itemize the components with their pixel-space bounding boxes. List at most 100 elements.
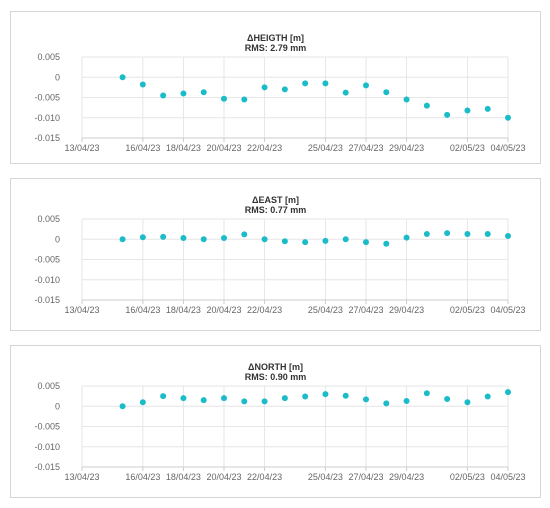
data-point [281, 86, 288, 93]
data-point [180, 90, 187, 97]
x-tick-label: 27/04/23 [348, 472, 383, 482]
data-point [160, 233, 167, 240]
y-tick-label: -0.005 [34, 422, 60, 432]
x-tick-label: 02/05/23 [450, 143, 485, 153]
x-tick-label: 13/04/23 [64, 305, 99, 315]
y-tick-label: 0.005 [37, 52, 60, 62]
data-point [221, 395, 227, 402]
y-tick-label: 0 [55, 72, 60, 82]
data-point [423, 230, 430, 237]
data-point [464, 399, 471, 406]
x-tick-label: 25/04/23 [308, 143, 343, 153]
data-point [119, 236, 126, 243]
data-point [302, 393, 309, 400]
data-point [505, 389, 511, 396]
data-point [342, 89, 349, 96]
x-tick-label: 02/05/23 [450, 472, 485, 482]
chart-plot-height: 0.005 0 -0.005 -0.010 -0.015 13/04/23 16/04/23… [34, 52, 525, 153]
x-tick-label: 27/04/23 [348, 305, 383, 315]
x-tick-label: 18/04/23 [166, 143, 201, 153]
chart-title: ΔEAST [m] [252, 195, 299, 205]
data-point [423, 102, 430, 109]
data-point [322, 237, 329, 244]
chart-title: ΔNORTH [m] [248, 362, 303, 372]
x-tick-label: 04/05/23 [490, 305, 525, 315]
data-point [302, 80, 309, 87]
x-tick-label: 16/04/23 [125, 472, 160, 482]
y-tick-label: 0.005 [37, 214, 60, 224]
data-point [241, 398, 248, 405]
data-point [505, 114, 511, 121]
x-tick-label: 16/04/23 [125, 305, 160, 315]
x-tick-label: 13/04/23 [64, 472, 99, 482]
y-tick-label: -0.010 [34, 442, 60, 452]
data-point [363, 396, 369, 403]
x-tick-label: 29/04/23 [389, 305, 424, 315]
y-tick-label: 0 [55, 234, 60, 244]
x-tick-label: 04/05/23 [490, 472, 525, 482]
data-point [322, 391, 329, 398]
data-point [119, 74, 126, 81]
data-point [464, 230, 471, 237]
chart-subtitle: RMS: 2.79 mm [244, 43, 307, 53]
data-point [139, 234, 146, 241]
data-point [444, 111, 451, 118]
data-point [160, 393, 167, 400]
data-point [403, 397, 410, 404]
x-tick-label: 20/04/23 [206, 305, 241, 315]
x-tick-label: 18/04/23 [166, 305, 201, 315]
data-point [221, 235, 227, 242]
chart-plot-north: 0.005 0 -0.005 -0.010 -0.015 13/04/23 16/04/23… [34, 381, 525, 482]
data-point [139, 399, 146, 406]
x-tick-label: 13/04/23 [64, 143, 99, 153]
y-tick-label: -0.015 [34, 133, 60, 143]
data-point [383, 240, 390, 247]
data-point [342, 392, 349, 399]
y-tick-label: 0.005 [37, 381, 60, 391]
x-tick-label: 02/05/23 [450, 305, 485, 315]
data-point [484, 105, 491, 112]
data-point [160, 92, 167, 99]
data-point [444, 230, 451, 237]
data-point [139, 81, 146, 88]
y-tick-label: -0.005 [34, 93, 60, 103]
data-point [383, 400, 390, 407]
data-point [180, 235, 187, 242]
data-point [200, 236, 207, 243]
y-tick-label: -0.010 [34, 113, 60, 123]
data-point [261, 84, 268, 91]
y-tick-label: -0.005 [34, 255, 60, 265]
y-tick-label: -0.015 [34, 462, 60, 472]
x-tick-label: 27/04/23 [348, 143, 383, 153]
chart-panel-east: ΔEAST [m] RMS: 0.77 mm 0.005 0 -0.005 -0.01… [10, 178, 541, 331]
x-tick-label: 04/05/23 [490, 143, 525, 153]
chart-panel-north: ΔNORTH [m] RMS: 0.90 mm 0.005 0 -0.005 -0.0… [10, 345, 541, 498]
x-tick-label: 16/04/23 [125, 143, 160, 153]
data-point [322, 80, 329, 87]
data-point [281, 395, 288, 402]
x-tick-label: 20/04/23 [206, 143, 241, 153]
data-point [363, 82, 369, 89]
data-point [221, 95, 227, 102]
chart-subtitle: RMS: 0.77 mm [244, 205, 307, 215]
data-point [180, 395, 187, 402]
x-tick-label: 22/04/23 [247, 305, 282, 315]
data-point [383, 89, 390, 96]
data-point [281, 238, 288, 245]
data-point [261, 398, 268, 405]
x-tick-label: 25/04/23 [308, 472, 343, 482]
data-point [484, 230, 491, 237]
chart-subtitle: RMS: 0.90 mm [244, 372, 307, 382]
x-tick-label: 18/04/23 [166, 472, 201, 482]
data-point [363, 239, 369, 246]
x-tick-label: 22/04/23 [247, 472, 282, 482]
data-point [403, 96, 410, 103]
data-point [444, 395, 451, 402]
data-point [342, 236, 349, 243]
data-point [423, 390, 430, 397]
data-point [505, 233, 511, 240]
data-point [241, 96, 248, 103]
x-tick-label: 29/04/23 [389, 143, 424, 153]
data-point [119, 403, 126, 410]
y-tick-label: -0.010 [34, 275, 60, 285]
